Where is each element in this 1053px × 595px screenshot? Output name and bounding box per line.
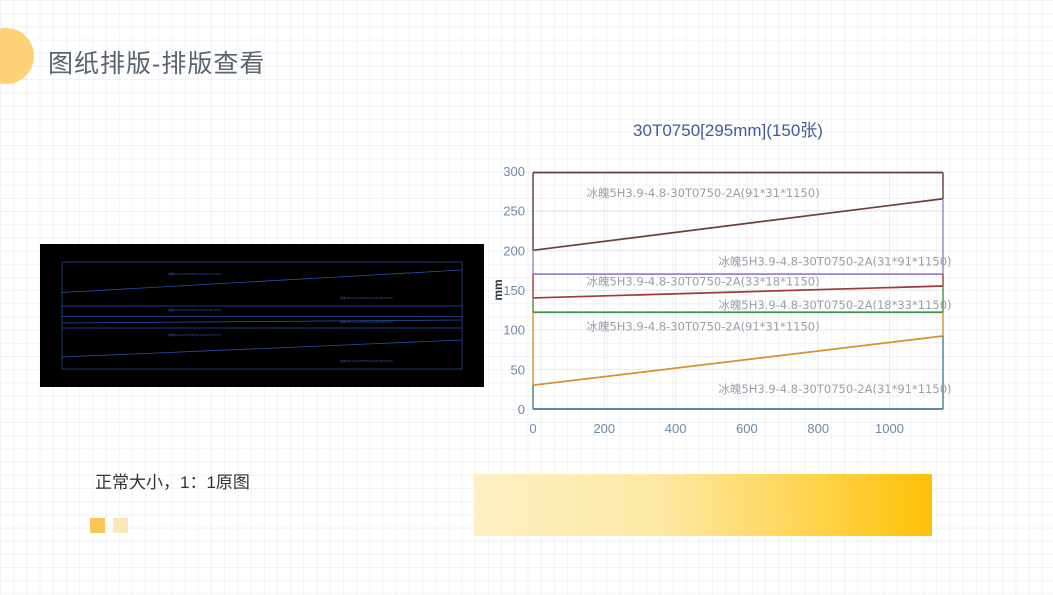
chart-series-line[interactable] [532,285,944,299]
footer-gradient-bar [474,474,932,536]
x-axis-tick-label: 1000 [875,421,904,436]
y-axis-label: mm [491,279,505,300]
y-axis-tick-label: 200 [503,243,525,258]
cad-preview-panel[interactable]: 冰魄5H3.9-4.8-30T0750-2A(91*31*1150) 冰魄5H3… [40,244,484,387]
cad-preview-drawing: 冰魄5H3.9-4.8-30T0750-2A(91*31*1150) 冰魄5H3… [40,244,484,387]
svg-text:冰魄5H3.9-4.8-30T0750-2A(33*18*1: 冰魄5H3.9-4.8-30T0750-2A(33*18*1150) [168,308,221,312]
x-axis-tick-label: 200 [593,421,615,436]
chart-title: 30T0750[295mm](150张) [633,121,823,140]
x-axis-tick-label: 400 [665,421,687,436]
x-axis-label: mm [727,455,749,459]
chart-annotation-label: 冰魄5H3.9-4.8-30T0750-2A(18*33*1150) [718,298,951,312]
svg-text:冰魄5H3.9-4.8-30T0750-2A(31*91*1: 冰魄5H3.9-4.8-30T0750-2A(31*91*1150) [340,296,393,300]
y-axis-tick-label: 50 [511,362,525,377]
swatch-secondary [113,518,128,533]
header-accent-circle [0,28,34,84]
chart-series-line[interactable] [532,197,944,252]
cad-preview-caption: 正常大小，1：1原图 [95,473,250,492]
chart-annotation-label: 冰魄5H3.9-4.8-30T0750-2A(33*18*1150) [586,274,819,288]
svg-text:冰魄5H3.9-4.8-30T0750-2A(91*31*1: 冰魄5H3.9-4.8-30T0750-2A(91*31*1150) [168,272,221,276]
x-axis-tick-label: 0 [529,421,536,436]
cad-line-group [61,261,463,370]
svg-text:冰魄5H3.9-4.8-30T0750-2A(31*91*1: 冰魄5H3.9-4.8-30T0750-2A(31*91*1150) [340,359,393,363]
swatch-primary [90,518,105,533]
cad-label-group: 冰魄5H3.9-4.8-30T0750-2A(91*31*1150) 冰魄5H3… [168,272,393,363]
y-axis-tick-label: 100 [503,323,525,338]
svg-text:冰魄5H3.9-4.8-30T0750-2A(91*31*1: 冰魄5H3.9-4.8-30T0750-2A(91*31*1150) [168,333,221,337]
y-axis-tick-label: 250 [503,204,525,219]
chart-panel: 30T0750[295mm](150张) 0 50 100 150 200 250 300 0… [488,104,968,474]
swatch-row [90,518,128,533]
y-axis-tick-label: 150 [503,283,525,298]
chart-annotation-label: 冰魄5H3.9-4.8-30T0750-2A(91*31*1150) [586,319,819,333]
svg-text:冰魄5H3.9-4.8-30T0750-2A(18*33*1: 冰魄5H3.9-4.8-30T0750-2A(18*33*1150) [340,320,393,324]
nesting-layout-chart[interactable]: 0 50 100 150 200 250 300 0 200 400 600 800 1000 mm mm 冰… [488,159,968,459]
y-axis-tick-label: 0 [518,402,525,417]
chart-annotation-label: 冰魄5H3.9-4.8-30T0750-2A(31*91*1150) [718,382,951,396]
page-title: 图纸排版-排版查看 [48,50,266,78]
cad-background [40,244,484,387]
y-axis-tick-label: 300 [503,164,525,179]
chart-annotation-label: 冰魄5H3.9-4.8-30T0750-2A(31*91*1150) [718,254,951,268]
x-axis-tick-label: 800 [807,421,829,436]
chart-series-line[interactable] [532,335,944,387]
x-axis-tick-label: 600 [736,421,758,436]
chart-annotation-label: 冰魄5H3.9-4.8-30T0750-2A(91*31*1150) [586,186,819,200]
